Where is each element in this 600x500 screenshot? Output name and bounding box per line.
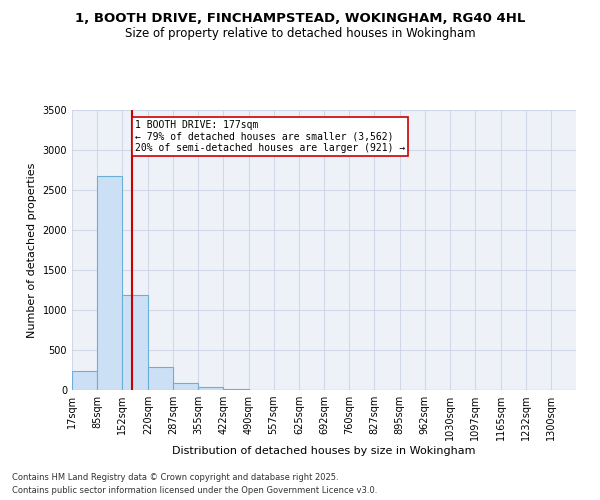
Bar [97,176,122,390]
Bar [173,383,198,390]
Bar [72,371,97,390]
Bar [148,367,173,390]
Text: 1, BOOTH DRIVE, FINCHAMPSTEAD, WOKINGHAM, RG40 4HL: 1, BOOTH DRIVE, FINCHAMPSTEAD, WOKINGHAM… [75,12,525,26]
Y-axis label: Number of detached properties: Number of detached properties [27,162,37,338]
Text: Contains HM Land Registry data © Crown copyright and database right 2025.: Contains HM Land Registry data © Crown c… [12,474,338,482]
Bar [198,387,223,390]
Bar [122,295,148,390]
Text: Size of property relative to detached houses in Wokingham: Size of property relative to detached ho… [125,28,475,40]
Text: Contains public sector information licensed under the Open Government Licence v3: Contains public sector information licen… [12,486,377,495]
X-axis label: Distribution of detached houses by size in Wokingham: Distribution of detached houses by size … [172,446,476,456]
Bar [223,389,248,390]
Text: 1 BOOTH DRIVE: 177sqm
← 79% of detached houses are smaller (3,562)
20% of semi-d: 1 BOOTH DRIVE: 177sqm ← 79% of detached … [135,120,405,153]
